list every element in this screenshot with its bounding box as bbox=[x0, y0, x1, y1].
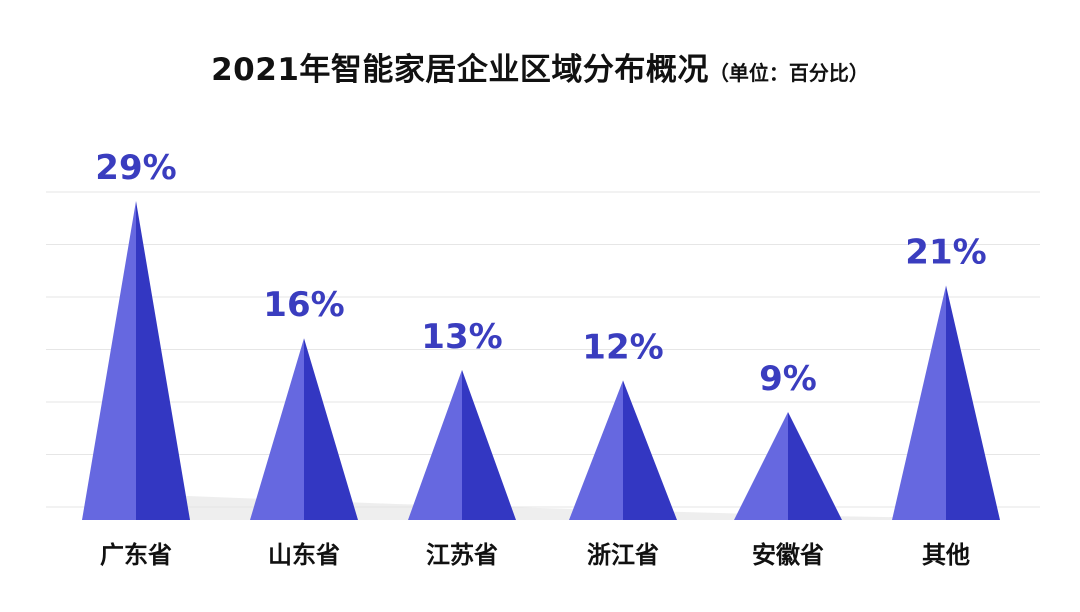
bar-face-light bbox=[734, 412, 788, 520]
bar bbox=[250, 338, 358, 520]
bar-face-dark bbox=[623, 380, 677, 520]
value-label: 9% bbox=[759, 359, 817, 399]
bar bbox=[408, 369, 516, 520]
bar-face-light bbox=[250, 338, 304, 520]
value-labels: 29% 16% 13% 12% 9% 21% bbox=[95, 148, 986, 399]
category-label: 其他 bbox=[922, 541, 970, 569]
bar-face-dark bbox=[462, 369, 516, 520]
bar-face-dark bbox=[788, 412, 842, 520]
bar-face-light bbox=[82, 201, 136, 521]
value-label: 29% bbox=[95, 148, 176, 188]
category-label: 安徽省 bbox=[752, 541, 824, 569]
value-label: 12% bbox=[582, 327, 663, 367]
bar bbox=[82, 201, 190, 521]
category-label: 江苏省 bbox=[426, 541, 498, 569]
chart-title: 2021年智能家居企业区域分布概况（单位：百分比） bbox=[0, 44, 1080, 89]
category-labels: 广东省 山东省 江苏省 浙江省 安徽省 其他 bbox=[100, 541, 970, 569]
grid-lines bbox=[46, 191, 1040, 508]
chart-title-main: 2021年智能家居企业区域分布概况 bbox=[211, 52, 709, 88]
bar bbox=[892, 285, 1000, 520]
bar bbox=[734, 412, 842, 520]
bar bbox=[569, 380, 677, 520]
category-label: 浙江省 bbox=[587, 541, 659, 569]
bar-face-light bbox=[408, 369, 462, 520]
chart-title-unit: （单位：百分比） bbox=[708, 61, 869, 85]
value-label: 16% bbox=[263, 285, 344, 325]
bar-face-dark bbox=[946, 285, 1000, 520]
value-label: 13% bbox=[421, 317, 502, 357]
bar-face-dark bbox=[304, 338, 358, 520]
bar-face-light bbox=[892, 285, 946, 520]
bar-face-light bbox=[569, 380, 623, 520]
bars bbox=[82, 201, 1000, 521]
bar-face-dark bbox=[136, 201, 190, 521]
category-label: 广东省 bbox=[100, 541, 172, 569]
value-label: 21% bbox=[905, 232, 986, 272]
category-label: 山东省 bbox=[268, 541, 340, 569]
